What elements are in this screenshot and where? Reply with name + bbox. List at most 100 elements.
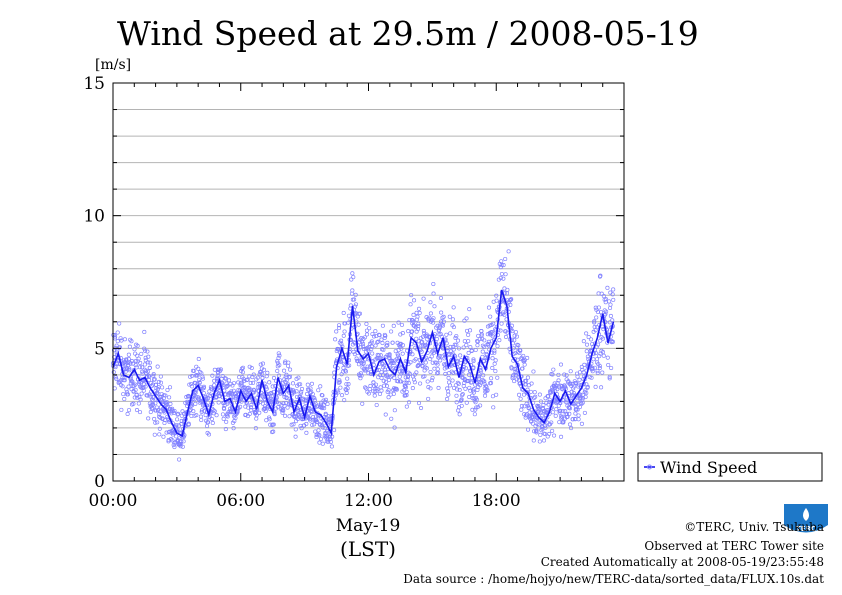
data-point bbox=[320, 441, 325, 446]
data-point bbox=[246, 405, 251, 410]
data-point bbox=[559, 414, 564, 419]
data-point bbox=[299, 386, 305, 392]
data-point bbox=[136, 401, 141, 406]
data-point bbox=[350, 288, 355, 293]
data-point bbox=[387, 352, 392, 357]
data-point bbox=[569, 389, 574, 395]
data-point bbox=[374, 402, 379, 408]
data-point bbox=[466, 339, 471, 344]
data-point bbox=[399, 346, 404, 351]
data-point bbox=[568, 381, 573, 386]
data-point bbox=[176, 411, 181, 416]
data-point bbox=[507, 298, 512, 303]
data-point bbox=[449, 363, 454, 368]
data-point bbox=[115, 330, 120, 335]
data-point bbox=[474, 397, 479, 402]
data-point bbox=[372, 393, 377, 398]
data-point bbox=[520, 366, 525, 371]
data-point bbox=[482, 379, 487, 384]
data-point bbox=[589, 375, 594, 380]
x-tick-label: 00:00 bbox=[89, 491, 138, 511]
data-point bbox=[154, 405, 159, 410]
data-point bbox=[404, 404, 409, 409]
data-point bbox=[305, 382, 310, 387]
legend-label: Wind Speed bbox=[660, 458, 757, 477]
data-point bbox=[364, 321, 369, 326]
data-point bbox=[604, 309, 609, 314]
data-point bbox=[260, 361, 266, 366]
data-point bbox=[542, 423, 547, 428]
data-point bbox=[130, 379, 135, 384]
data-point bbox=[556, 372, 561, 377]
data-point bbox=[501, 263, 506, 268]
data-point bbox=[464, 400, 469, 405]
data-point bbox=[409, 333, 414, 338]
data-point bbox=[603, 312, 608, 317]
data-point bbox=[231, 426, 236, 431]
data-point bbox=[337, 378, 342, 383]
data-point bbox=[131, 401, 136, 406]
data-point bbox=[377, 391, 383, 397]
data-point bbox=[610, 318, 615, 323]
data-point bbox=[482, 345, 487, 350]
data-point bbox=[147, 360, 152, 365]
data-point bbox=[600, 370, 605, 375]
data-point bbox=[444, 341, 449, 346]
data-point bbox=[226, 378, 232, 383]
data-point bbox=[296, 414, 301, 419]
x-tick-label: 06:00 bbox=[216, 491, 265, 511]
data-point bbox=[318, 423, 323, 428]
data-point bbox=[467, 372, 472, 377]
data-point bbox=[346, 320, 351, 325]
data-point bbox=[282, 368, 287, 373]
data-point bbox=[598, 273, 603, 278]
data-point bbox=[287, 414, 292, 419]
data-point bbox=[499, 321, 504, 326]
data-point bbox=[578, 392, 583, 397]
data-point bbox=[547, 397, 552, 402]
data-point bbox=[451, 305, 456, 310]
data-point bbox=[432, 304, 437, 309]
data-point bbox=[304, 430, 309, 435]
y-tick-label: 10 bbox=[83, 207, 105, 227]
data-point bbox=[573, 411, 578, 416]
data-point bbox=[531, 438, 536, 443]
data-point bbox=[512, 333, 517, 338]
data-point bbox=[241, 386, 246, 391]
y-axis-ticks: 0 5 10 15 bbox=[83, 74, 624, 492]
data-point bbox=[550, 372, 555, 377]
data-point bbox=[419, 349, 424, 354]
data-point bbox=[498, 328, 503, 333]
data-point bbox=[293, 427, 298, 432]
data-point bbox=[317, 433, 322, 438]
data-point bbox=[362, 335, 367, 340]
data-point bbox=[192, 368, 197, 373]
data-point bbox=[538, 432, 543, 437]
data-point bbox=[132, 383, 137, 388]
data-point bbox=[341, 333, 346, 338]
data-point bbox=[367, 326, 372, 331]
data-point bbox=[420, 340, 425, 345]
data-point bbox=[196, 366, 201, 371]
data-point bbox=[329, 444, 334, 449]
data-point bbox=[550, 410, 555, 415]
data-point bbox=[418, 344, 423, 349]
data-point bbox=[435, 371, 440, 376]
data-point bbox=[275, 368, 280, 374]
data-point bbox=[411, 312, 416, 317]
data-point bbox=[375, 387, 380, 392]
data-point bbox=[373, 343, 378, 348]
data-point bbox=[170, 406, 175, 411]
data-point bbox=[376, 339, 381, 344]
data-point bbox=[582, 410, 587, 415]
data-point bbox=[296, 382, 301, 387]
data-point bbox=[556, 378, 561, 383]
data-point bbox=[451, 325, 456, 330]
data-point bbox=[475, 339, 480, 344]
data-point bbox=[126, 408, 132, 413]
data-point bbox=[424, 366, 429, 371]
data-point bbox=[221, 401, 226, 406]
data-point bbox=[389, 329, 394, 334]
data-point bbox=[114, 376, 119, 381]
